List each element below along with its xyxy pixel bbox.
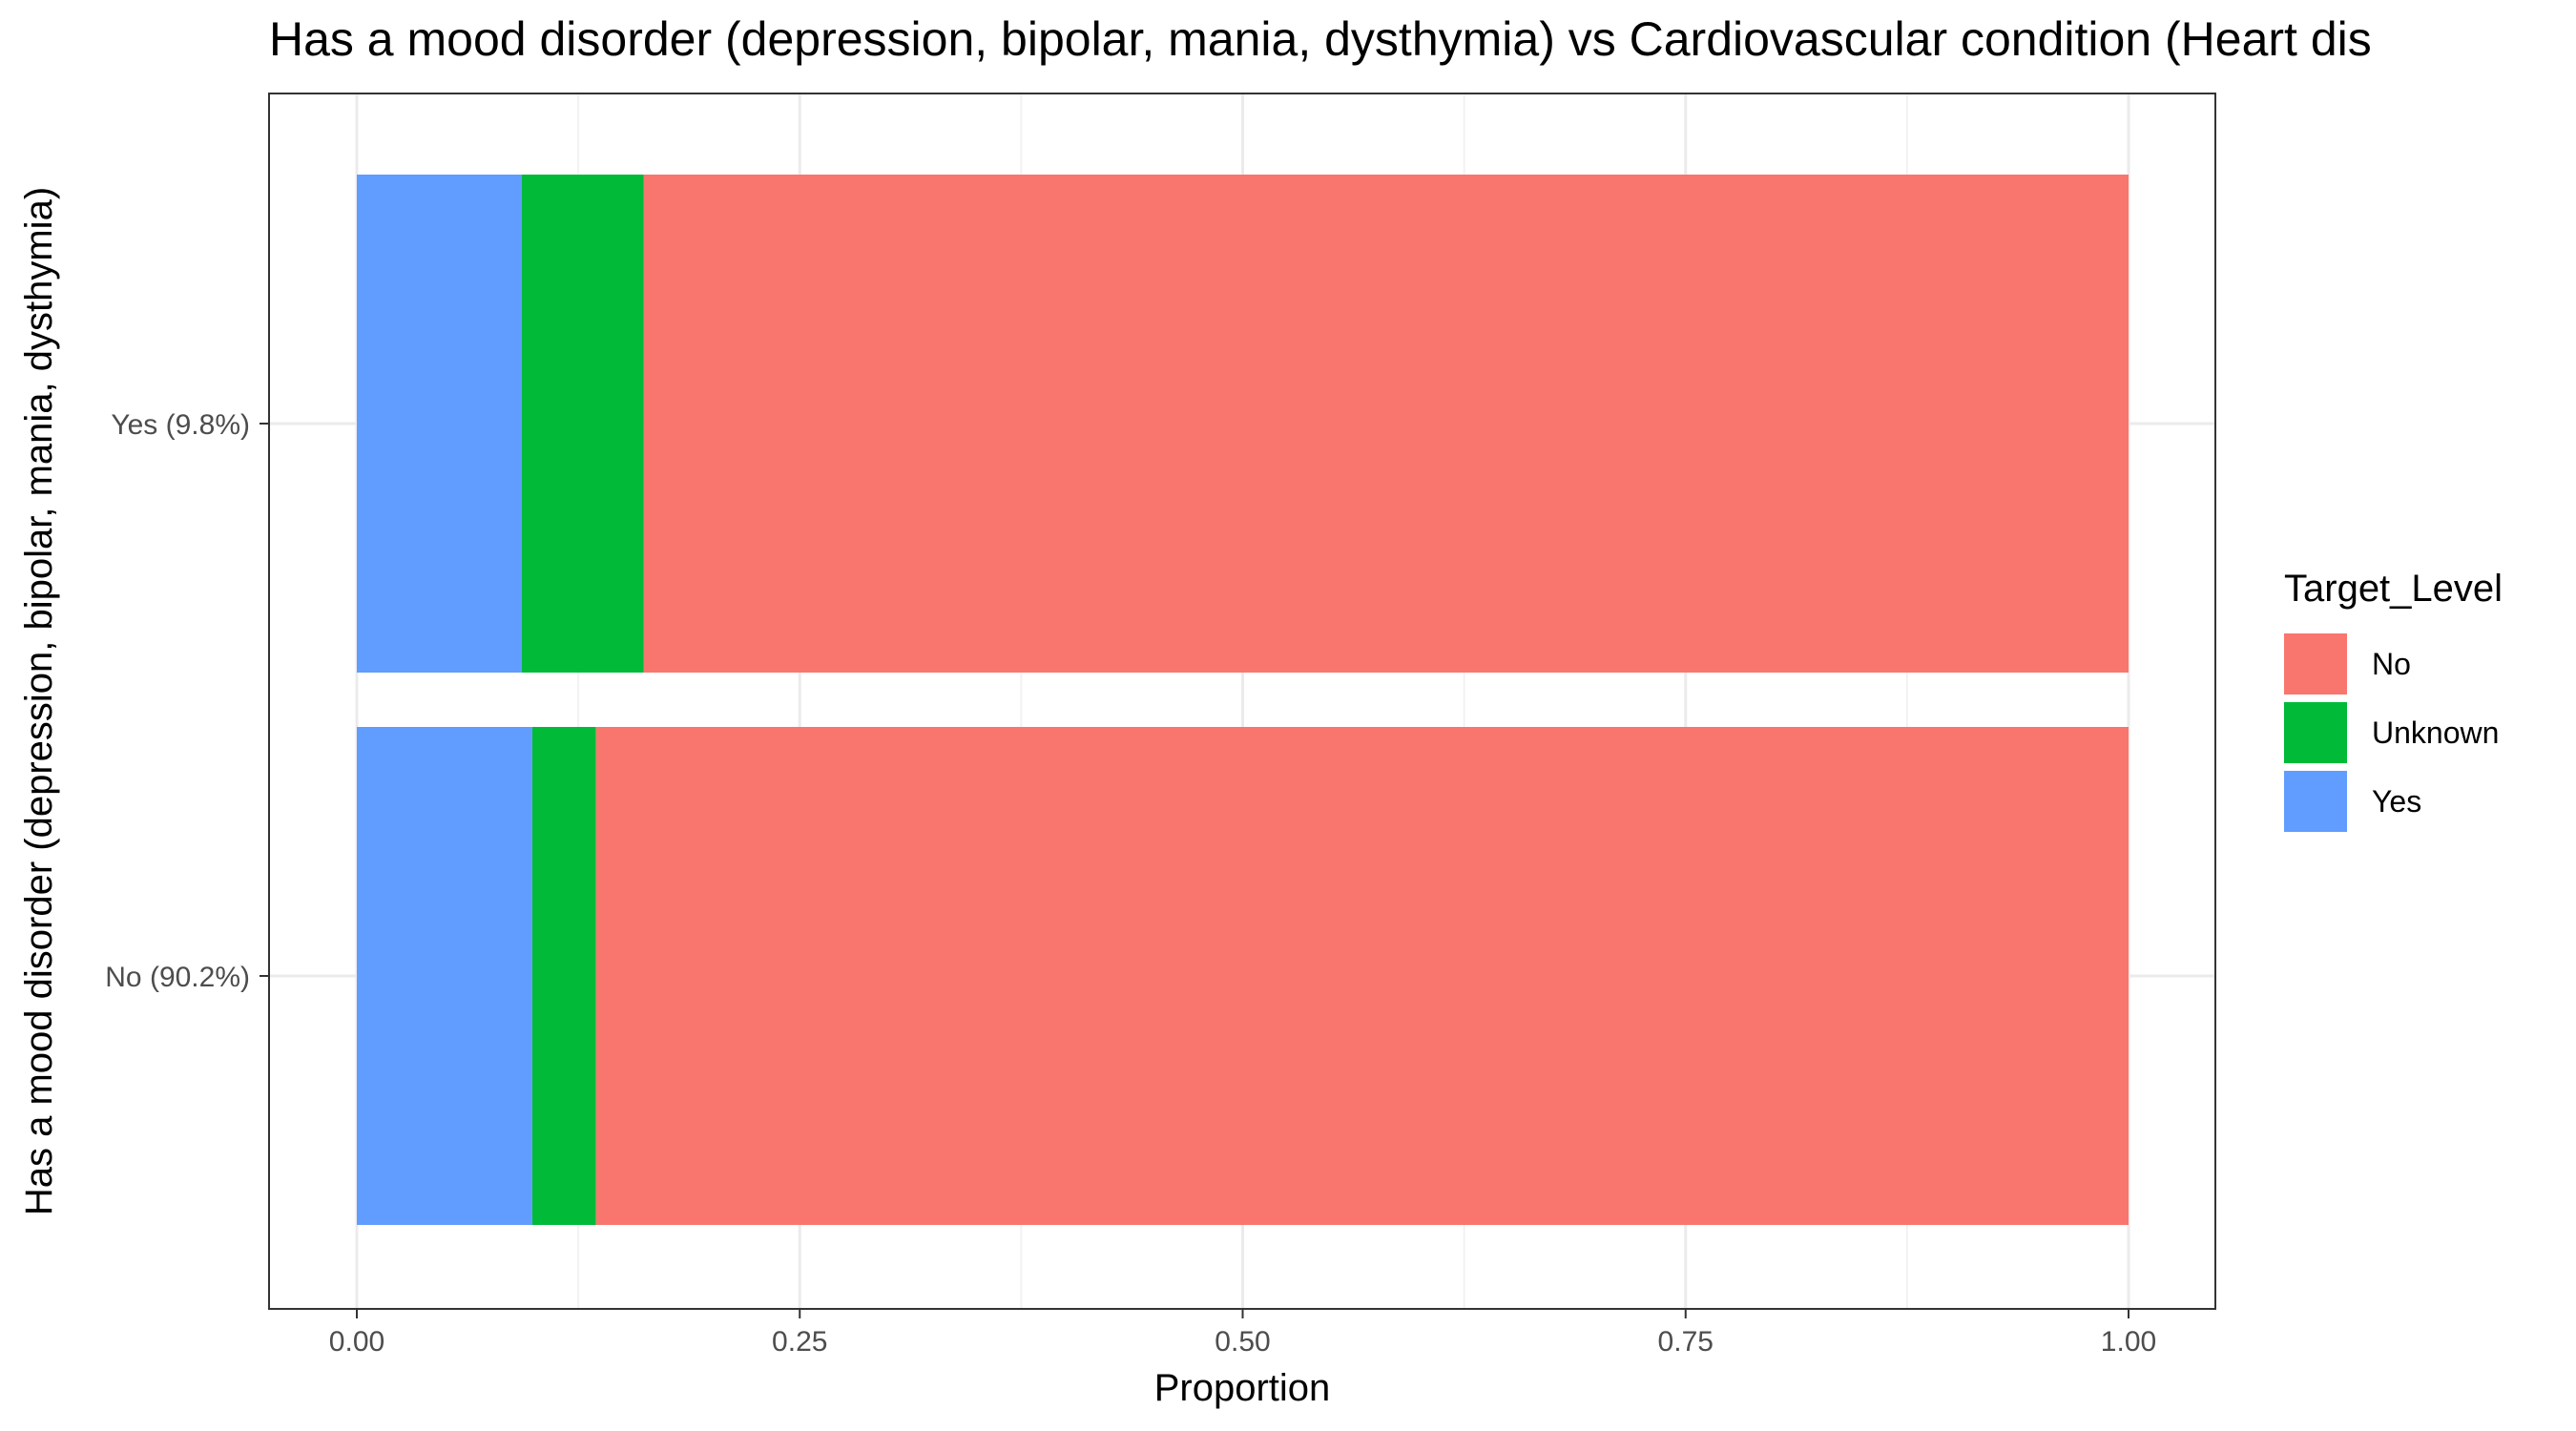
legend-label: Unknown [2372, 716, 2499, 750]
legend-label: Yes [2372, 784, 2421, 819]
x-tick-label: 0.50 [1215, 1326, 1270, 1358]
bar-segment-yes-no-group [357, 727, 532, 1225]
bar-segment-no-yes-group [643, 175, 2129, 673]
legend-key-no [2284, 633, 2347, 695]
y-tick-label: No (90.2%) [105, 962, 250, 993]
bar-segment-unknown-yes-group [521, 175, 644, 673]
y-tick-label: Yes (9.8%) [111, 409, 250, 441]
x-tick-label: 0.25 [772, 1326, 827, 1358]
chart-title: Has a mood disorder (depression, bipolar… [269, 12, 2372, 66]
x-axis: 0.00 0.25 0.50 0.75 1.00 [329, 1309, 2156, 1358]
legend: Target_Level No Unknown Yes [2284, 568, 2503, 832]
bar-segment-unknown-no-group [531, 727, 596, 1225]
legend-key-yes [2284, 771, 2347, 832]
x-tick-label: 0.75 [1658, 1326, 1714, 1358]
bars [357, 175, 2129, 1225]
legend-key-unknown [2284, 702, 2347, 763]
bar-segment-no-no-group [595, 727, 2129, 1225]
y-axis-title: Has a mood disorder (depression, bipolar… [18, 187, 60, 1215]
legend-title: Target_Level [2284, 568, 2503, 610]
x-axis-title: Proportion [1154, 1367, 1331, 1409]
legend-label: No [2372, 647, 2411, 681]
x-tick-label: 0.00 [329, 1326, 384, 1358]
x-tick-label: 1.00 [2101, 1326, 2156, 1358]
bar-segment-yes-yes-group [357, 175, 522, 673]
y-axis: Yes (9.8%) No (90.2%) [105, 409, 269, 993]
